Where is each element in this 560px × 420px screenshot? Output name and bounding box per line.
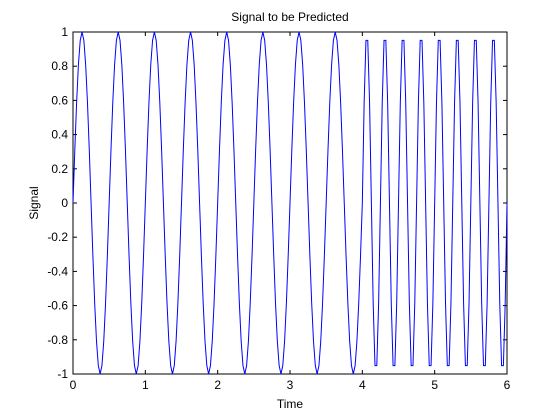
x-tick-label: 3 — [287, 378, 294, 392]
y-tick-label: 1 — [61, 25, 68, 39]
y-tick-label: 0.4 — [51, 128, 68, 142]
y-tick-label: 0.6 — [51, 93, 68, 107]
y-tick-label: -1 — [57, 367, 68, 381]
y-tick-label: 0 — [61, 196, 68, 210]
x-tick-label: 4 — [359, 378, 366, 392]
x-tick-label: 0 — [70, 378, 77, 392]
y-tick-label: -0.4 — [47, 264, 68, 278]
y-tick-label: 0.8 — [51, 59, 68, 73]
y-tick-label: -0.8 — [47, 333, 68, 347]
x-axis-label: Time — [277, 397, 304, 411]
y-axis-label: Signal — [27, 186, 41, 219]
y-tick-label: 0.2 — [51, 162, 68, 176]
plot-area — [73, 32, 507, 374]
x-tick-label: 1 — [142, 378, 149, 392]
y-tick-label: -0.2 — [47, 230, 68, 244]
y-tick-label: -0.6 — [47, 299, 68, 313]
chart-title: Signal to be Predicted — [231, 10, 348, 24]
x-tick-label: 2 — [214, 378, 221, 392]
x-tick-label: 6 — [504, 378, 511, 392]
x-tick-label: 5 — [431, 378, 438, 392]
